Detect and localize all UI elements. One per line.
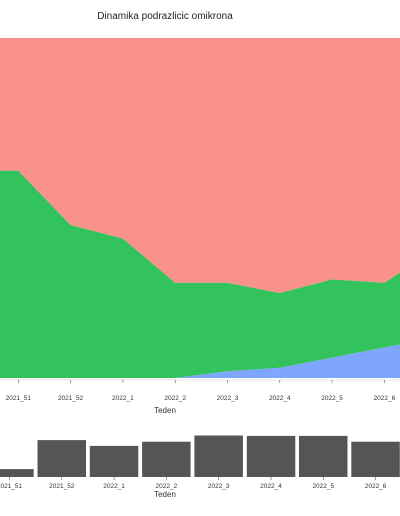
bar-plot [0, 435, 400, 477]
area-series-2 [0, 38, 400, 293]
bar-tick-label: 2022_2 [156, 483, 178, 490]
area-x-axis-title: Teden [154, 406, 176, 415]
bar-tick-label: 2022_3 [208, 483, 230, 490]
bar-tick-label: 2022_5 [312, 483, 334, 490]
area-tick-label: 2021_51 [6, 395, 32, 402]
bar-2022_4 [246, 435, 296, 477]
area-x-ticks: 2021_51 2021_52 2022_1 2022_2 2022_3 2022_4 20… [6, 380, 396, 402]
area-tick-label: 2022_5 [321, 395, 343, 402]
bar-tick-label: 2022_1 [103, 483, 125, 490]
bar-2022_1 [89, 445, 139, 477]
area-series-0 [0, 344, 400, 378]
bar-tick-label: 2022_6 [365, 483, 387, 490]
bar-tick-label: 2021_51 [0, 483, 23, 490]
area-tick-label: 2021_52 [58, 395, 84, 402]
bar-x-axis-title: Teden [154, 490, 176, 499]
area-tick-label: 2022_2 [164, 395, 186, 402]
area-tick-label: 2022_3 [217, 395, 239, 402]
area-series-1 [0, 170, 400, 378]
bar-2022_5 [299, 435, 348, 477]
bar-2021_51 [0, 469, 34, 477]
bar-tick-label: 2021_52 [49, 483, 75, 490]
bar-2022_3 [194, 435, 243, 477]
bar-x-ticks: 2021_51 2021_52 2022_1 2022_2 2022_3 2022_4 20… [0, 477, 387, 490]
area-plot [0, 38, 400, 378]
bar-tick-label: 2022_4 [260, 483, 282, 490]
bar-2022_2 [142, 441, 191, 477]
chart-title: Dinamika podrazlicic omikrona [97, 11, 233, 22]
bar-2021_52 [37, 440, 86, 477]
area-tick-label: 2022_4 [269, 395, 291, 402]
bar-2022_6 [351, 441, 400, 477]
area-tick-label: 2022_1 [112, 395, 134, 402]
area-tick-label: 2022_6 [374, 395, 396, 402]
